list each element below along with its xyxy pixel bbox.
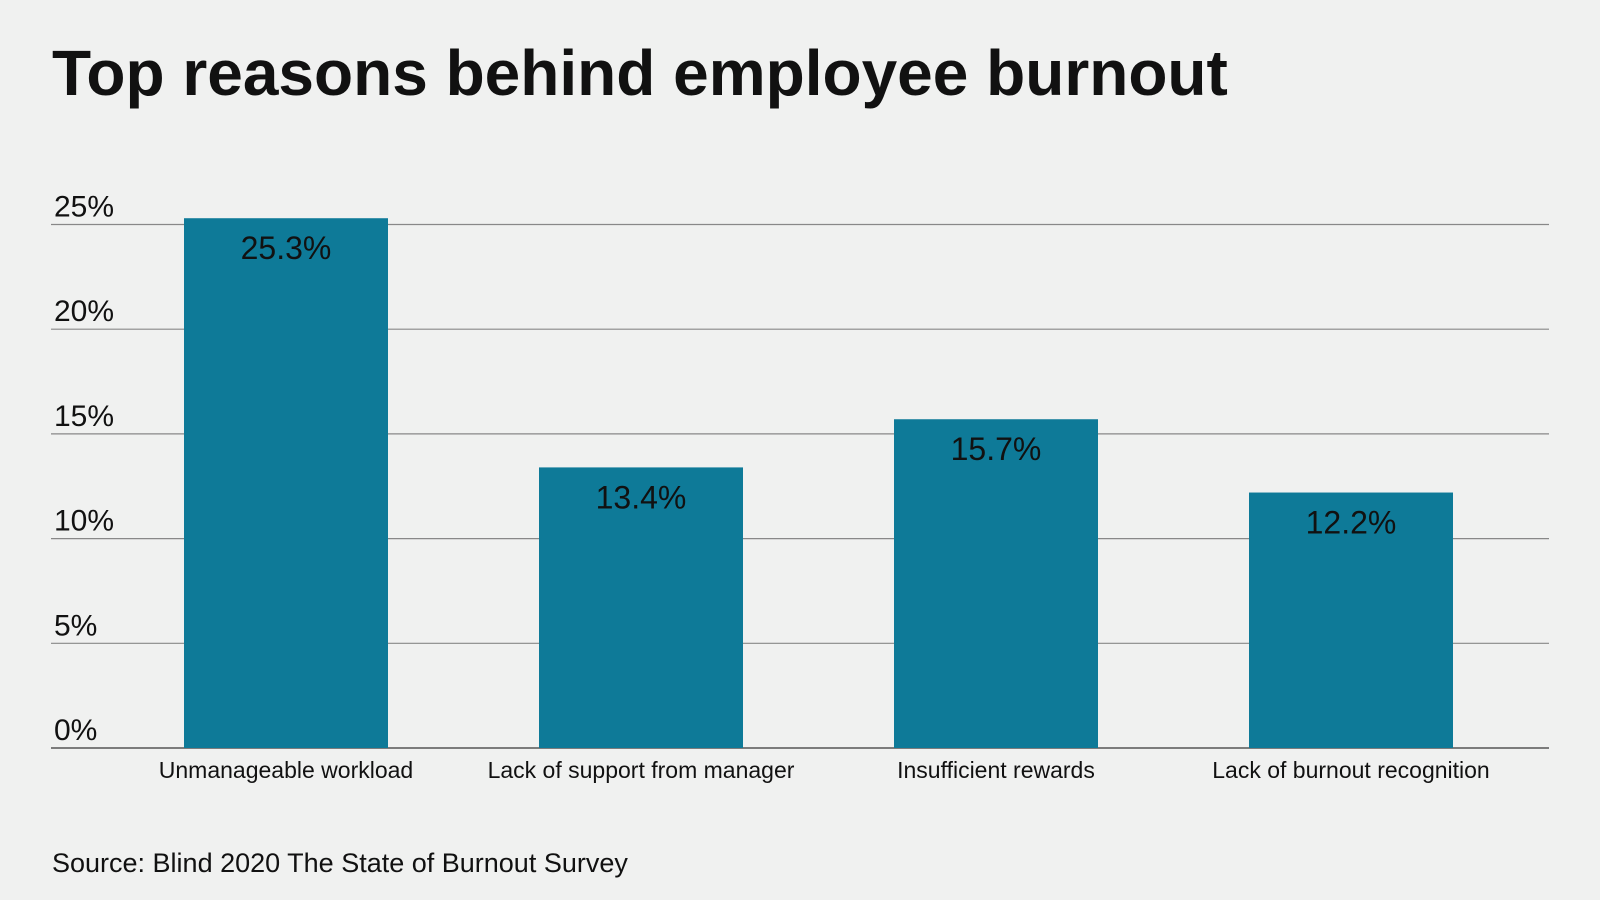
- y-tick-label: 15%: [54, 400, 114, 433]
- x-category-label: Unmanageable workload: [159, 757, 413, 783]
- y-tick-label: 10%: [54, 505, 114, 538]
- bar-value-label: 25.3%: [241, 230, 332, 266]
- bar-value-label: 12.2%: [1306, 505, 1397, 541]
- y-tick-label: 5%: [54, 609, 97, 642]
- bar-value-label: 15.7%: [951, 431, 1042, 467]
- x-category-label: Insufficient rewards: [897, 757, 1095, 783]
- bar: [1249, 492, 1453, 748]
- x-category-label: Lack of burnout recognition: [1212, 757, 1489, 783]
- bar: [894, 419, 1098, 748]
- bar: [184, 218, 388, 748]
- bar: [539, 467, 743, 748]
- y-tick-label: 25%: [54, 191, 114, 224]
- y-tick-label: 0%: [54, 714, 97, 747]
- y-tick-label: 20%: [54, 295, 114, 328]
- source-note: Source: Blind 2020 The State of Burnout …: [52, 848, 628, 878]
- x-category-label: Lack of support from manager: [488, 757, 795, 783]
- bar-value-label: 13.4%: [596, 479, 687, 515]
- chart-title: Top reasons behind employee burnout: [52, 37, 1228, 109]
